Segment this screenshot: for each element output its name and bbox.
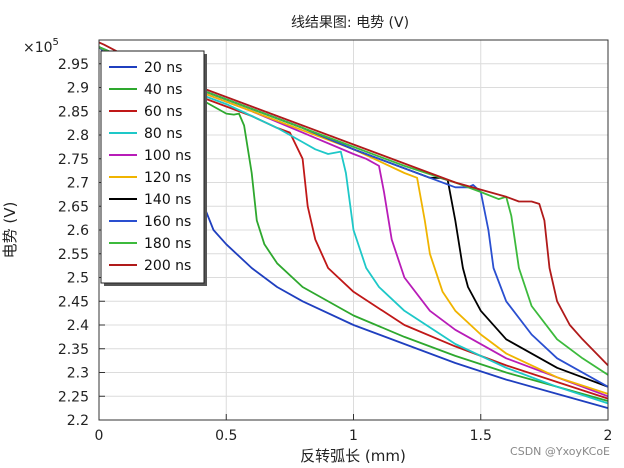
y-axis-exponent-base: ×10 bbox=[23, 40, 53, 56]
y-tick-label: 2.95 bbox=[58, 57, 89, 73]
x-tick-label: 1 bbox=[349, 428, 358, 444]
legend-label: 40 ns bbox=[144, 82, 182, 98]
y-tick-label: 2.7 bbox=[67, 176, 89, 192]
legend-label: 60 ns bbox=[144, 104, 182, 120]
y-tick-label: 2.85 bbox=[58, 104, 89, 120]
x-tick-label: 2 bbox=[604, 428, 613, 444]
y-tick-label: 2.65 bbox=[58, 199, 89, 215]
y-tick-label: 2.3 bbox=[67, 366, 89, 382]
legend-label: 100 ns bbox=[144, 148, 191, 164]
y-tick-label: 2.8 bbox=[67, 128, 89, 144]
y-tick-label: 2.4 bbox=[67, 318, 89, 334]
x-axis-title: 反转弧长 (mm) bbox=[300, 447, 406, 465]
watermark: CSDN @YxoyKCoE bbox=[510, 445, 610, 458]
legend-label: 120 ns bbox=[144, 170, 191, 186]
legend: 20 ns 40 ns 60 ns 80 ns 100 ns 120 ns 140 ns 16… bbox=[100, 50, 207, 286]
y-tick-label: 2.9 bbox=[67, 81, 89, 97]
y-axis-title: 电势 (V) bbox=[1, 202, 19, 259]
series-line-180-ns bbox=[98, 46, 609, 376]
legend-label: 180 ns bbox=[144, 236, 191, 252]
x-tick-label: 0.5 bbox=[215, 428, 237, 444]
y-tick-label: 2.25 bbox=[58, 389, 89, 405]
y-axis-exponent: ×105 bbox=[23, 37, 59, 56]
y-tick-label: 2.5 bbox=[67, 271, 89, 287]
ticks: 0 0.5 1 1.5 2 2.2 2.25 2.3 2.35 2.4 2.45 2.5 2.55 2.6… bbox=[58, 57, 613, 444]
y-tick-label: 2.2 bbox=[67, 413, 89, 429]
y-tick-label: 2.6 bbox=[67, 223, 89, 239]
x-tick-label: 1.5 bbox=[470, 428, 492, 444]
legend-label: 140 ns bbox=[144, 192, 191, 208]
series-line-120-ns bbox=[98, 46, 609, 395]
chart-title: 线结果图: 电势 (V) bbox=[291, 15, 409, 31]
y-tick-label: 2.45 bbox=[58, 294, 89, 310]
legend-label: 160 ns bbox=[144, 214, 191, 230]
y-axis-exponent-power: 5 bbox=[53, 37, 59, 48]
legend-label: 20 ns bbox=[144, 60, 182, 76]
legend-label: 200 ns bbox=[144, 258, 191, 274]
y-tick-label: 2.35 bbox=[58, 342, 89, 358]
x-tick-label: 0 bbox=[95, 428, 104, 444]
legend-label: 80 ns bbox=[144, 126, 182, 142]
y-tick-label: 2.75 bbox=[58, 152, 89, 168]
y-tick-label: 2.55 bbox=[58, 247, 89, 263]
